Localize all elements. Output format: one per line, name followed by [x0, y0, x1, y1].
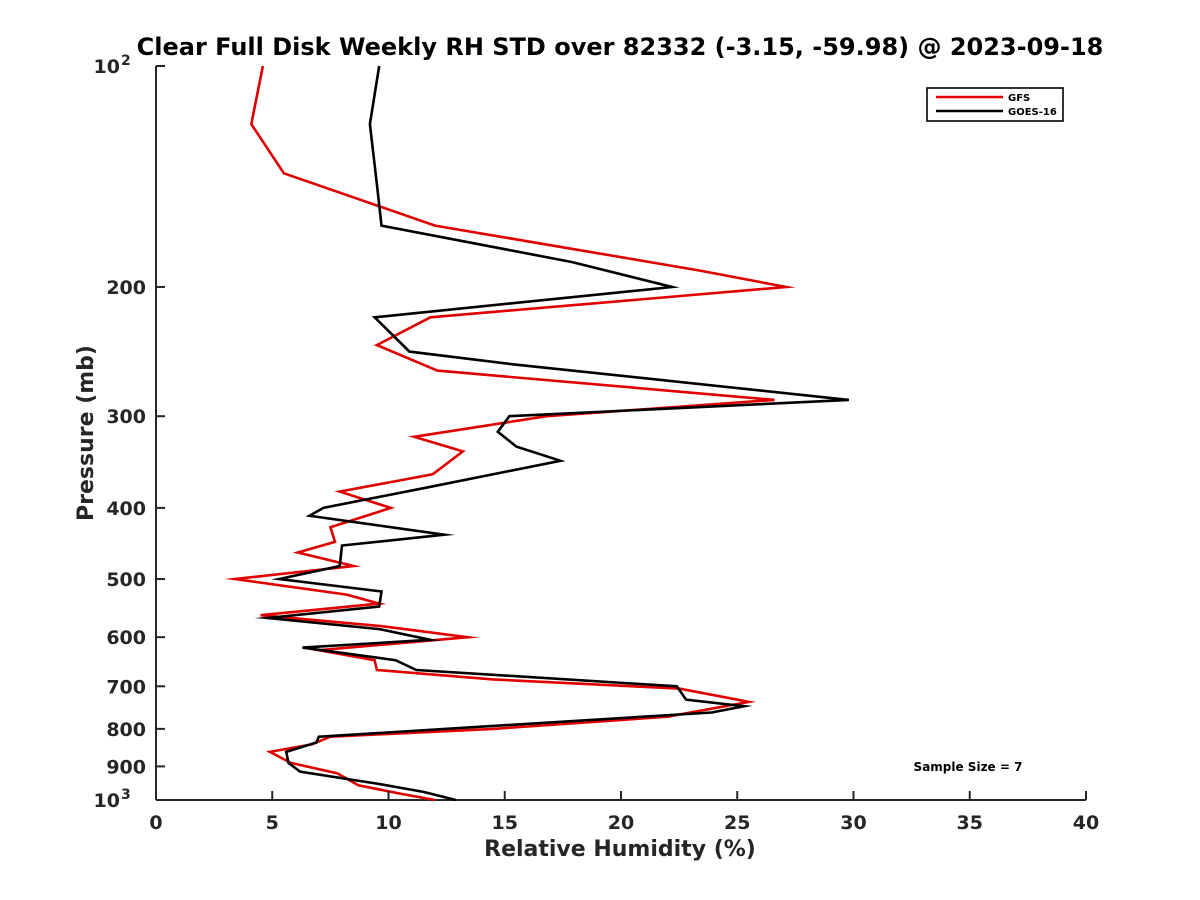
- x-tick-label: 40: [1073, 812, 1099, 834]
- x-axis-label: Relative Humidity (%): [484, 837, 756, 862]
- x-tick-label: 15: [492, 812, 518, 834]
- y-tick-label: 800: [106, 719, 146, 741]
- legend-box: [926, 87, 1064, 122]
- y-tick-label-exponent: 2: [121, 53, 131, 69]
- y-tick-label: 10: [94, 790, 120, 812]
- x-tick-label: 35: [957, 812, 983, 834]
- y-tick-label: 300: [106, 406, 146, 428]
- y-tick-label-exponent: 3: [121, 787, 131, 803]
- y-tick-label: 900: [106, 756, 146, 778]
- x-tick-label: 10: [375, 812, 401, 834]
- series-layer: [224, 65, 850, 802]
- legend: GFS GOES-16: [926, 87, 1064, 122]
- y-tick-label: 500: [106, 569, 146, 591]
- x-tick-label: 25: [724, 812, 750, 834]
- chart-title: Clear Full Disk Weekly RH STD over 82332…: [137, 33, 1104, 61]
- legend-entry-label: GFS: [1008, 93, 1030, 104]
- x-tick-label: 30: [840, 812, 866, 834]
- y-tick-label: 700: [106, 676, 146, 698]
- y-tick-label: 400: [106, 498, 146, 520]
- series-line-gfs: [224, 65, 796, 802]
- y-tick-label: 200: [106, 277, 146, 299]
- y-axis-label: Pressure (mb): [74, 345, 99, 521]
- x-tick-label: 5: [266, 812, 279, 834]
- sample-size-annotation: Sample Size = 7: [914, 760, 1023, 774]
- y-tick-label: 600: [106, 627, 146, 649]
- series-line-goes-16: [254, 65, 850, 802]
- y-tick-label: 10: [94, 56, 120, 78]
- legend-entry-label: GOES-16: [1008, 107, 1057, 118]
- x-tick-label: 20: [608, 812, 634, 834]
- x-tick-label: 0: [149, 812, 162, 834]
